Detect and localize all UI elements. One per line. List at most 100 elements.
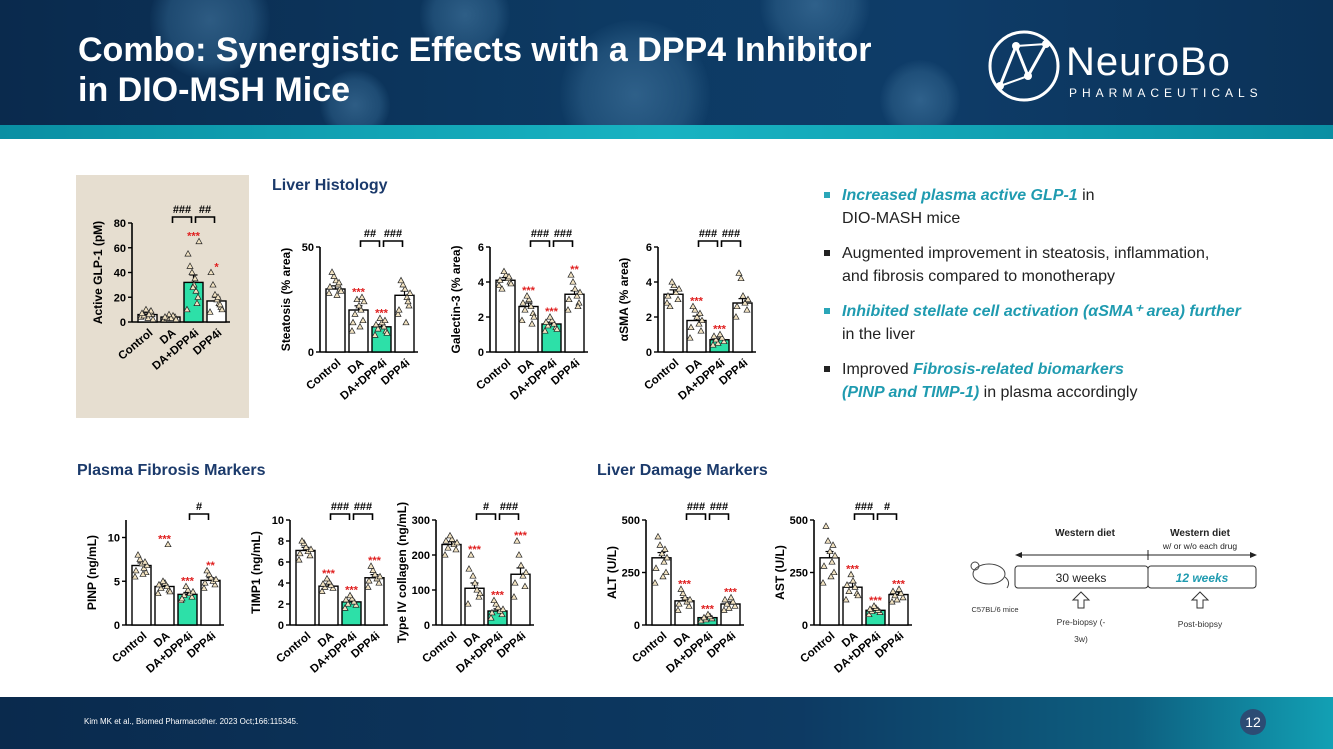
comparison-bracket <box>708 513 730 520</box>
data-point <box>662 568 670 576</box>
data-point <box>693 313 701 320</box>
comparison-bracket <box>685 513 707 520</box>
data-point <box>519 572 527 579</box>
glp1-panel-background <box>76 175 249 418</box>
data-point <box>358 293 366 300</box>
significance-stars: * <box>214 262 219 274</box>
data-point <box>498 285 506 292</box>
data-point <box>194 293 202 300</box>
pre-biopsy-label: Pre-biopsy (- <box>1057 617 1106 627</box>
y-tick-label: 100 <box>412 585 430 597</box>
data-point <box>380 322 388 330</box>
y-tick-label: 6 <box>646 242 652 254</box>
data-point <box>500 267 508 275</box>
data-point <box>193 299 201 306</box>
data-point <box>515 551 523 558</box>
significance-stars: *** <box>522 285 536 297</box>
data-point <box>325 289 333 296</box>
citation: Kim MK et al., Biomed Pharmacother. 2023… <box>84 717 299 726</box>
data-point <box>475 593 483 600</box>
data-point <box>182 582 190 590</box>
data-point <box>527 302 535 310</box>
comparison-hash-label: # <box>483 501 489 513</box>
data-point <box>469 572 477 579</box>
data-point <box>687 323 695 331</box>
data-point <box>851 583 859 590</box>
data-point <box>828 558 836 565</box>
data-point <box>157 584 165 591</box>
data-point <box>681 593 689 601</box>
data-point <box>402 318 410 326</box>
significance-stars: *** <box>352 286 366 298</box>
bullet-glp1: Increased plasma active GLP-1 in DIO-MAS… <box>822 184 1292 230</box>
data-point <box>656 541 664 548</box>
data-point <box>510 593 518 600</box>
data-point <box>218 305 226 313</box>
data-point <box>696 309 704 317</box>
mouse-icon <box>970 561 1010 589</box>
data-point <box>674 295 682 303</box>
y-tick-label: 80 <box>114 218 126 230</box>
data-point <box>376 314 384 321</box>
bullet-steatosis-text: Augmented improvement in steatosis, infl… <box>842 245 1210 262</box>
x-category-label: Control <box>630 630 669 665</box>
data-point <box>714 339 722 346</box>
data-point <box>576 288 584 296</box>
data-point <box>446 531 454 539</box>
timeline-phase1-duration: 30 weeks <box>1056 571 1107 585</box>
y-tick-label: 20 <box>114 292 126 304</box>
data-point <box>184 250 192 257</box>
data-point <box>522 568 530 576</box>
data-point <box>397 276 405 284</box>
data-point <box>691 306 699 313</box>
data-point <box>523 292 531 299</box>
key-findings-list: Increased plasma active GLP-1 in DIO-MAS… <box>822 184 1292 416</box>
bullet-biomarkers: Improved Fibrosis-related biomarkers (PI… <box>822 358 1292 404</box>
data-point <box>744 295 752 303</box>
timeline-arrow-left-icon <box>1015 552 1022 558</box>
y-tick-label: 5 <box>114 576 120 588</box>
y-axis-label: AST (U/L) <box>773 545 787 600</box>
significance-stars: *** <box>892 578 906 590</box>
data-point <box>663 299 671 306</box>
data-point <box>720 337 728 345</box>
data-point <box>564 306 572 313</box>
timeline-phase2-duration: 12 weeks <box>1176 571 1229 585</box>
data-point <box>394 310 402 317</box>
data-point <box>189 587 197 595</box>
data-point <box>205 570 213 577</box>
data-point <box>530 313 538 320</box>
data-point <box>333 291 341 298</box>
data-point <box>166 587 174 595</box>
significance-stars: *** <box>368 555 382 567</box>
data-point <box>674 606 682 613</box>
data-point <box>207 268 215 276</box>
data-point <box>341 604 349 611</box>
data-point <box>725 604 733 611</box>
data-point <box>444 544 452 551</box>
data-point <box>141 558 149 565</box>
y-tick-label: 500 <box>790 515 808 527</box>
y-tick-label: 0 <box>308 347 314 359</box>
y-tick-label: 0 <box>424 620 430 632</box>
data-point <box>367 562 375 569</box>
data-point <box>518 316 526 324</box>
comparison-hash-label: ### <box>331 501 349 513</box>
data-point <box>542 318 550 325</box>
comparison-hash-label: ### <box>384 228 402 240</box>
data-point <box>550 320 558 327</box>
comparison-bracket <box>853 513 875 520</box>
data-point <box>195 237 203 245</box>
data-point <box>467 551 475 558</box>
data-point <box>679 589 687 597</box>
data-point <box>695 320 703 327</box>
comparison-bracket <box>382 240 404 247</box>
data-point <box>134 551 142 558</box>
data-point <box>406 289 414 296</box>
significance-stars: *** <box>514 530 528 542</box>
data-point <box>854 591 862 599</box>
